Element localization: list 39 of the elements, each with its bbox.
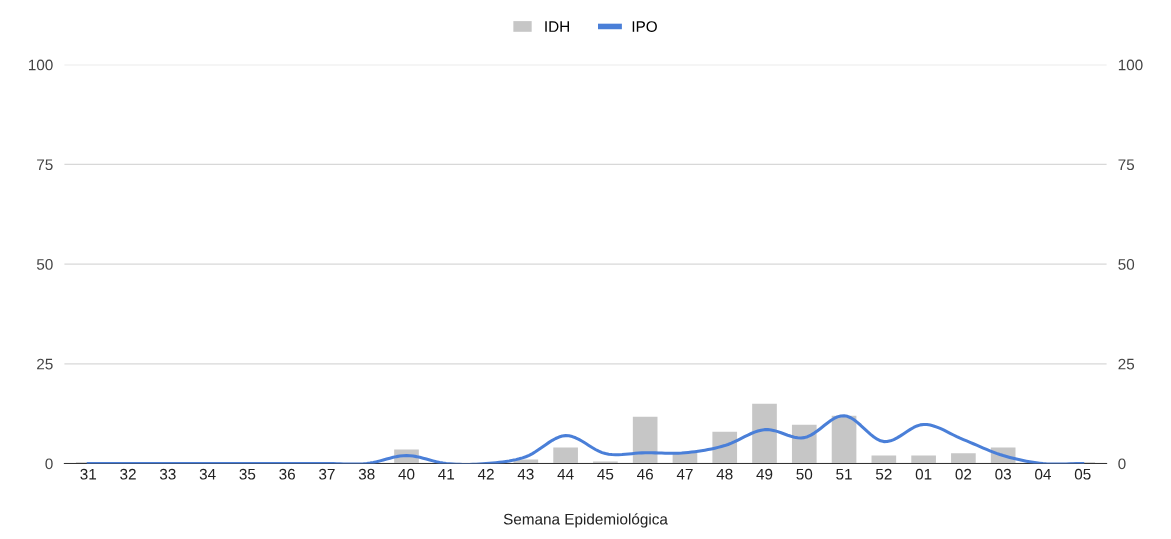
x-tick-label: 41 [438,468,455,480]
x-tick-label: 35 [239,468,256,480]
y-tick-label: 100 [28,59,53,71]
x-tick-label: 33 [159,468,176,480]
x-tick-label: 03 [995,468,1011,480]
x-tick-label: 45 [597,468,614,480]
legend-label: IDH [545,21,569,32]
y2-tick-label: 100 [1118,59,1143,71]
x-tick-label: 48 [716,468,733,480]
x-tick-label: 40 [398,468,415,480]
x-tick-label: 38 [358,468,375,480]
x-tick-label: 32 [120,468,136,480]
legend-label: IPO [632,21,657,32]
y-tick-label: 25 [37,358,53,370]
x-tick-label: 04 [1035,468,1051,480]
x-tick-label: 37 [319,468,335,480]
x-tick-label: 01 [915,468,932,480]
x-tick-label: 47 [676,468,693,480]
x-tick-label: 49 [756,468,773,480]
y2-tick-label: 50 [1118,258,1135,270]
x-tick-label: 02 [955,468,972,480]
x-tick-label: 46 [637,468,653,480]
y-tick-label: 0 [45,458,53,470]
x-tick-label: 36 [279,468,295,480]
y2-tick-label: 0 [1118,458,1126,470]
y2-tick-label: 25 [1118,358,1135,370]
x-tick-label: 34 [199,468,216,480]
y-tick-label: 75 [37,159,53,171]
x-tick-label: 51 [836,468,852,480]
x-tick-label: 50 [796,468,813,480]
x-tick-label: 43 [517,468,534,480]
y-tick-label: 50 [36,258,53,270]
y2-tick-label: 75 [1118,159,1135,171]
x-tick-label: 31 [80,468,97,480]
x-tick-label: 05 [1074,468,1091,480]
x-tick-label: 52 [875,468,892,480]
x-tick-label: 42 [477,468,494,480]
x-axis-title: Semana Epidemiológica [503,513,668,528]
x-tick-label: 44 [557,468,574,480]
